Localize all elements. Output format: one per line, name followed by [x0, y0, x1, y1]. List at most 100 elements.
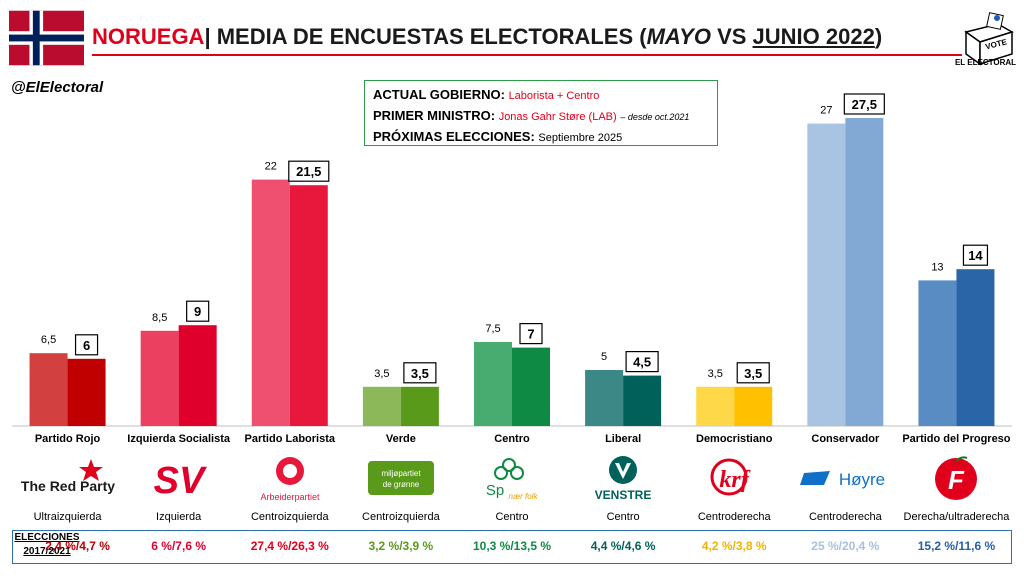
svg-text:VENSTRE: VENSTRE: [595, 488, 652, 502]
election-result-partido-laborista: 27,4 %/26,3 %: [250, 539, 329, 553]
data-label-june-box: [288, 160, 330, 182]
election-result-partido-rojo: 2,4 %/4,7 %: [45, 539, 110, 553]
bar-may: [29, 353, 68, 426]
title-vs: VS: [710, 24, 753, 49]
data-label-june-box: [843, 93, 885, 115]
bar-may: [918, 280, 957, 426]
info-gov-value: Laborista + Centro: [508, 90, 600, 102]
data-label-may: 27: [820, 105, 832, 117]
data-label-june: 6: [83, 338, 90, 353]
election-result-verde: 3,2 %/3,9 %: [368, 539, 434, 553]
data-label-may: 7,5: [485, 323, 500, 335]
ballot-box-logo-icon: VOTE: [964, 12, 1014, 66]
party-logo-liberal-icon: VENSTRE: [568, 455, 678, 503]
party-logo-partido-laborista-icon: Arbeiderpartiet: [235, 455, 345, 503]
election-result-partido-del-progreso: 15,2 %/11,6 %: [917, 539, 996, 553]
svg-text:SV: SV: [153, 460, 206, 502]
data-label-june: 3,5: [411, 366, 429, 381]
data-label-june-box: [403, 362, 437, 384]
info-next-row: PRÓXIMAS ELECCIONES: Septiembre 2025: [373, 127, 709, 148]
bar-may: [585, 370, 624, 426]
bar-june: [67, 358, 106, 426]
data-label-may: 3,5: [708, 368, 723, 380]
elections-results-box: [12, 530, 1012, 564]
bar-june: [623, 375, 662, 426]
bar-june: [178, 325, 217, 426]
svg-text:Arbeiderpartiet: Arbeiderpartiet: [260, 492, 320, 502]
svg-text:Sp: Sp: [486, 482, 504, 499]
party-name-izquierda-socialista: Izquierda Socialista: [127, 433, 230, 445]
data-label-june-box: [962, 244, 989, 266]
twitter-handle: @ElElectoral: [11, 79, 104, 96]
data-label-june: 27,5: [852, 97, 877, 112]
party-name-democristiano: Democristiano: [696, 433, 773, 445]
party-ideology-partido-del-progreso: Derecha/ultraderecha: [903, 511, 1010, 523]
data-label-may: 8,5: [152, 312, 167, 324]
government-info-box: ACTUAL GOBIERNO: Laborista + Centro PRIM…: [364, 80, 718, 146]
party-ideology-partido-laborista: Centroizquierda: [250, 511, 329, 523]
svg-text:nær folk: nær folk: [509, 492, 539, 501]
data-label-june-box: [736, 362, 770, 384]
bar-may: [140, 330, 179, 426]
party-ideology-izquierda-socialista: Izquierda: [156, 511, 202, 523]
title-separator: |: [204, 24, 211, 49]
svg-text:miljøpartiet: miljøpartiet: [381, 469, 421, 478]
data-label-may: 13: [931, 261, 943, 273]
data-label-june: 14: [968, 248, 983, 263]
title-june: JUNIO 2022: [752, 24, 875, 49]
bar-june: [734, 386, 773, 426]
party-name-conservador: Conservador: [811, 433, 880, 445]
party-ideology-centro: Centro: [495, 511, 529, 523]
title-may: MAYO: [646, 24, 711, 49]
data-label-june: 21,5: [296, 164, 321, 179]
bar-june: [289, 185, 328, 426]
svg-text:The Red Party: The Red Party: [20, 478, 114, 494]
elections-label-line2: 2017/2021: [23, 546, 71, 557]
info-pm-label: PRIMER MINISTRO:: [373, 108, 496, 123]
party-name-partido-rojo: Partido Rojo: [34, 433, 101, 445]
data-label-may: 5: [601, 351, 607, 363]
title-country: NORUEGA: [92, 24, 205, 49]
election-result-liberal: 4,4 %/4,6 %: [590, 539, 656, 553]
elections-label: ELECCIONES 2017/2021: [14, 531, 80, 559]
title-prefix: MEDIA DE ENCUESTAS ELECTORALES (: [216, 24, 647, 49]
info-pm-row: PRIMER MINISTRO: Jonas Gahr Støre (LAB) …: [373, 106, 709, 127]
party-name-centro: Centro: [494, 433, 530, 445]
info-pm-note: – desde oct.2021: [620, 112, 690, 122]
norway-flag-icon: [9, 10, 84, 66]
data-label-june-box: [74, 334, 99, 356]
data-label-june-box: [519, 323, 543, 345]
bar-june: [956, 269, 995, 426]
party-logo-democristiano-icon: krf: [679, 455, 789, 503]
bar-june: [845, 118, 884, 426]
svg-text:F: F: [948, 465, 965, 495]
info-gov-row: ACTUAL GOBIERNO: Laborista + Centro: [373, 85, 709, 106]
bar-june: [400, 386, 439, 426]
logo-brand: EL ELECTORAL: [954, 58, 1017, 67]
header-divider: [92, 54, 962, 56]
party-ideology-partido-rojo: Ultraizquierda: [33, 511, 102, 523]
data-label-june: 4,5: [633, 355, 651, 370]
data-label-june: 7: [527, 327, 534, 342]
data-label-june-box: [625, 351, 659, 373]
page-title: NORUEGA| MEDIA DE ENCUESTAS ELECTORALES …: [92, 24, 882, 50]
election-result-izquierda-socialista: 6 %/7,6 %: [151, 539, 206, 553]
bar-may: [362, 386, 401, 426]
data-label-june: 3,5: [744, 366, 762, 381]
party-logo-partido-rojo-icon: The Red Party: [13, 455, 123, 503]
info-next-label: PRÓXIMAS ELECCIONES:: [373, 129, 535, 144]
bar-chart: 6,5 6 8,5 9 22 21,5 3,5 3,5 7,5 7 5 4,5 3,5 3,5 27 27,5…: [12, 93, 1012, 427]
info-gov-label: ACTUAL GOBIERNO:: [373, 87, 505, 102]
svg-text:Høyre: Høyre: [839, 470, 885, 489]
info-pm-value: Jonas Gahr Støre (LAB): [498, 111, 617, 123]
data-label-may: 3,5: [374, 368, 389, 380]
party-name-partido-del-progreso: Partido del Progreso: [902, 433, 1011, 445]
party-ideology-democristiano: Centroderecha: [697, 511, 771, 523]
party-logo-partido-del-progreso-icon: F: [901, 455, 1011, 503]
party-ideology-liberal: Centro: [606, 511, 640, 523]
party-name-verde: Verde: [385, 433, 416, 445]
title-suffix: ): [874, 24, 883, 49]
bar-may: [251, 179, 290, 426]
bar-may: [474, 342, 512, 426]
bar-may: [807, 123, 846, 426]
